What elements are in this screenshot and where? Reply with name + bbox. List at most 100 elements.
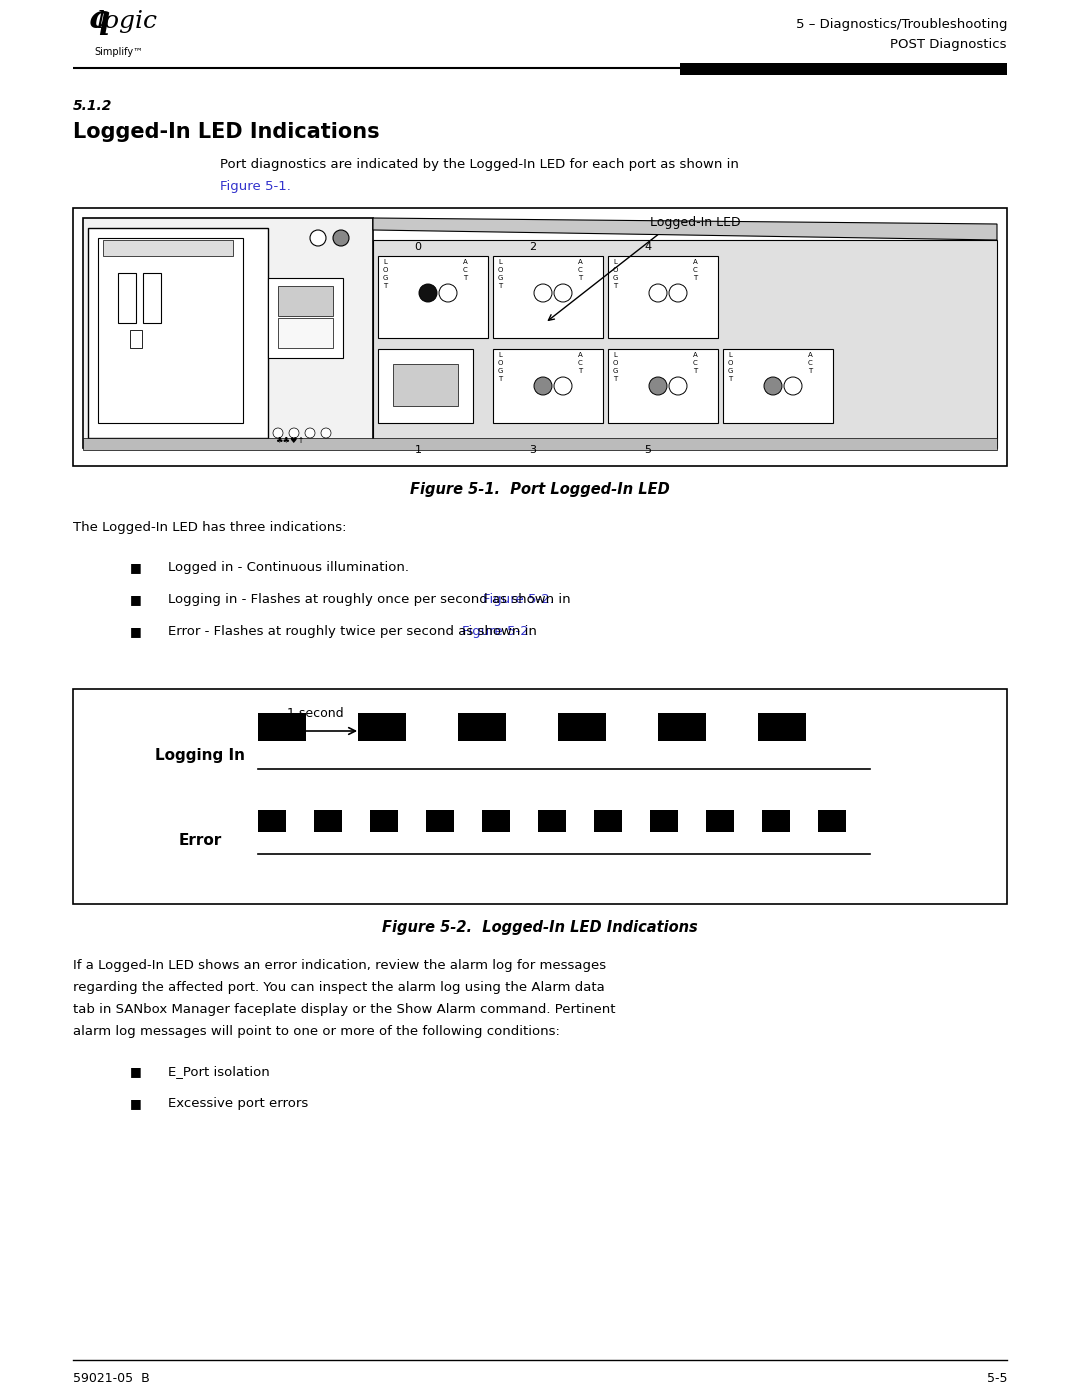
Text: C: C xyxy=(578,267,583,272)
Text: ■: ■ xyxy=(130,1065,141,1078)
Text: O: O xyxy=(728,360,733,366)
Text: ■: ■ xyxy=(130,1097,141,1111)
Text: 0: 0 xyxy=(415,242,421,251)
Circle shape xyxy=(305,427,315,439)
Text: T: T xyxy=(463,275,468,281)
Text: O: O xyxy=(498,360,503,366)
Bar xyxy=(558,712,606,740)
Text: G: G xyxy=(498,367,503,374)
Bar xyxy=(680,63,1007,75)
Text: POST Diagnostics: POST Diagnostics xyxy=(891,38,1007,52)
Text: Error: Error xyxy=(178,833,221,848)
Text: q: q xyxy=(87,4,109,35)
Text: ■: ■ xyxy=(130,624,141,638)
Text: 1 second: 1 second xyxy=(286,707,343,719)
Bar xyxy=(73,208,1007,467)
Bar xyxy=(594,810,622,833)
Text: L: L xyxy=(613,352,617,358)
Text: G: G xyxy=(613,275,619,281)
Circle shape xyxy=(438,284,457,302)
Text: T: T xyxy=(578,275,582,281)
Bar xyxy=(658,712,706,740)
Text: L: L xyxy=(613,258,617,265)
Text: ■: ■ xyxy=(130,592,141,606)
Bar xyxy=(482,810,510,833)
Bar xyxy=(118,272,136,323)
Bar xyxy=(83,218,373,448)
Text: alarm log messages will point to one or more of the following conditions:: alarm log messages will point to one or … xyxy=(73,1025,559,1038)
Bar xyxy=(762,810,789,833)
Text: A: A xyxy=(578,352,583,358)
Text: A: A xyxy=(578,258,583,265)
Text: T: T xyxy=(578,367,582,374)
Text: L: L xyxy=(383,258,387,265)
Text: Simplify™: Simplify™ xyxy=(94,47,143,57)
Polygon shape xyxy=(373,218,997,240)
Text: T: T xyxy=(498,376,502,381)
Text: C: C xyxy=(578,360,583,366)
Circle shape xyxy=(669,377,687,395)
Text: Logging in - Flashes at roughly once per second as shown in: Logging in - Flashes at roughly once per… xyxy=(168,592,575,606)
Text: Logged-In LED: Logged-In LED xyxy=(650,217,741,229)
Text: C: C xyxy=(808,360,813,366)
Text: Figure 5-1.  Port Logged-In LED: Figure 5-1. Port Logged-In LED xyxy=(410,482,670,497)
Text: 5-5: 5-5 xyxy=(986,1372,1007,1384)
Bar xyxy=(538,810,566,833)
Bar xyxy=(373,240,997,448)
Text: T: T xyxy=(728,376,732,381)
Text: 2: 2 xyxy=(529,242,537,251)
Text: Excessive port errors: Excessive port errors xyxy=(168,1097,308,1111)
Text: Port diagnostics are indicated by the Logged-In LED for each port as shown in: Port diagnostics are indicated by the Lo… xyxy=(220,158,739,170)
Text: ■: ■ xyxy=(130,562,141,574)
Circle shape xyxy=(333,231,349,246)
Bar xyxy=(758,712,806,740)
Text: E_Port isolation: E_Port isolation xyxy=(168,1065,270,1078)
Text: C: C xyxy=(693,267,698,272)
Text: 4: 4 xyxy=(645,242,651,251)
Text: G: G xyxy=(613,367,619,374)
Bar xyxy=(370,810,399,833)
Text: 1: 1 xyxy=(415,446,421,455)
Text: 5: 5 xyxy=(645,446,651,455)
Bar xyxy=(458,712,507,740)
Bar xyxy=(103,240,233,256)
Bar xyxy=(314,810,342,833)
Circle shape xyxy=(554,284,572,302)
Bar xyxy=(608,256,718,338)
Text: T: T xyxy=(613,376,618,381)
Text: L: L xyxy=(498,352,502,358)
Text: O: O xyxy=(613,267,619,272)
Circle shape xyxy=(784,377,802,395)
Circle shape xyxy=(764,377,782,395)
Text: 3: 3 xyxy=(529,446,537,455)
Text: Figure 5-1.: Figure 5-1. xyxy=(220,180,291,193)
Text: A: A xyxy=(693,258,698,265)
Text: Figure 5-2.  Logged-In LED Indications: Figure 5-2. Logged-In LED Indications xyxy=(382,921,698,935)
Text: G: G xyxy=(498,275,503,281)
Text: A: A xyxy=(808,352,813,358)
Text: If a Logged-In LED shows an error indication, review the alarm log for messages: If a Logged-In LED shows an error indica… xyxy=(73,958,606,972)
Bar xyxy=(357,712,406,740)
Bar xyxy=(492,349,603,423)
Text: Figure 5-2.: Figure 5-2. xyxy=(483,592,554,606)
Bar xyxy=(143,272,161,323)
Bar xyxy=(393,365,458,407)
Bar xyxy=(608,349,718,423)
Text: T: T xyxy=(498,284,502,289)
Text: Logged in - Continuous illumination.: Logged in - Continuous illumination. xyxy=(168,562,409,574)
Text: 5 – Diagnostics/Troubleshooting: 5 – Diagnostics/Troubleshooting xyxy=(796,18,1007,31)
Circle shape xyxy=(534,377,552,395)
Circle shape xyxy=(649,377,667,395)
Text: G: G xyxy=(728,367,733,374)
Text: O: O xyxy=(383,267,389,272)
Circle shape xyxy=(289,427,299,439)
Bar xyxy=(378,349,473,423)
Bar xyxy=(258,810,286,833)
Text: O: O xyxy=(613,360,619,366)
Bar xyxy=(492,256,603,338)
Text: L: L xyxy=(498,258,502,265)
Circle shape xyxy=(669,284,687,302)
Text: A: A xyxy=(463,258,468,265)
Text: T: T xyxy=(808,367,812,374)
Text: ♣♣♥↑: ♣♣♥↑ xyxy=(275,436,305,446)
